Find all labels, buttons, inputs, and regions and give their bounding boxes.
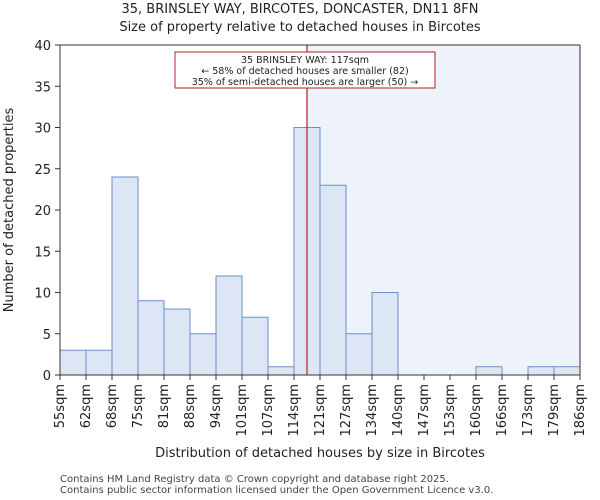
x-tick-label: 134sqm — [365, 384, 380, 437]
x-tick-label: 75sqm — [131, 384, 146, 428]
x-tick-label: 186sqm — [573, 384, 588, 437]
x-tick-label: 55sqm — [53, 384, 68, 428]
y-tick-label: 0 — [43, 369, 51, 384]
bar-62sqm — [85, 349, 113, 376]
y-tick-label: 25 — [34, 163, 51, 178]
bar-55sqm — [59, 349, 87, 376]
x-tick-label: 101sqm — [235, 384, 250, 437]
bar-127sqm — [345, 333, 373, 376]
x-tick-label: 114sqm — [287, 384, 302, 437]
bar-107sqm — [267, 366, 295, 376]
chart-subtitle: Size of property relative to detached ho… — [119, 20, 481, 35]
x-tick-label: 166sqm — [495, 384, 510, 437]
annotation-line-3: 35% of semi-detached houses are larger (… — [192, 77, 419, 88]
x-tick-label: 153sqm — [443, 384, 458, 437]
y-tick-label: 40 — [34, 39, 51, 54]
bar-81sqm — [163, 308, 191, 376]
x-tick-label: 94sqm — [209, 384, 224, 428]
y-axis-label: Number of detached properties — [2, 108, 17, 313]
y-tick-label: 30 — [34, 122, 51, 137]
bar-101sqm — [241, 316, 269, 376]
x-tick-label: 107sqm — [261, 384, 276, 437]
footer-line-1: Contains HM Land Registry data © Crown c… — [60, 474, 449, 485]
x-tick-label: 160sqm — [469, 384, 484, 437]
x-tick-label: 68sqm — [105, 384, 120, 428]
x-tick-label: 62sqm — [79, 384, 94, 428]
annotation-line-2: ← 58% of detached houses are smaller (82… — [201, 66, 408, 77]
larger-region-highlight — [307, 45, 580, 375]
bar-88sqm — [189, 333, 217, 376]
x-tick-label: 173sqm — [521, 384, 536, 437]
bar-179sqm — [553, 366, 581, 376]
footer-line-2: Contains public sector information licen… — [60, 485, 494, 496]
y-tick-label: 20 — [34, 204, 51, 219]
bar-68sqm — [111, 176, 139, 376]
chart-title: 35, BRINSLEY WAY, BIRCOTES, DONCASTER, D… — [121, 2, 479, 17]
bar-94sqm — [215, 275, 243, 376]
x-tick-label: 88sqm — [183, 384, 198, 428]
x-tick-label: 140sqm — [391, 384, 406, 437]
x-tick-label: 121sqm — [313, 384, 328, 437]
plot-frame — [59, 44, 581, 376]
bar-173sqm — [527, 366, 555, 376]
x-axis-label: Distribution of detached houses by size … — [155, 446, 485, 461]
bar-121sqm — [319, 184, 347, 376]
x-tick-label: 81sqm — [157, 384, 172, 428]
y-tick-label: 15 — [34, 245, 51, 260]
bar-75sqm — [137, 300, 165, 376]
y-tick-label: 35 — [34, 80, 51, 95]
y-tick-label: 10 — [34, 287, 51, 302]
bar-134sqm — [371, 292, 399, 376]
annotation-line-1: 35 BRINSLEY WAY: 117sqm — [241, 55, 369, 66]
annotation-box — [174, 51, 436, 89]
y-ticks-group: 0 5 10 15 20 25 30 35 40 — [34, 39, 60, 384]
x-tick-label: 179sqm — [547, 384, 562, 437]
x-tick-label: 127sqm — [339, 384, 354, 437]
x-tick-label: 147sqm — [417, 384, 432, 437]
bar-160sqm — [475, 366, 503, 376]
y-tick-label: 5 — [43, 328, 51, 343]
x-ticks-group: 55sqm 62sqm 68sqm 75sqm 81sqm 88sqm 94sqm 101sq… — [53, 375, 588, 437]
